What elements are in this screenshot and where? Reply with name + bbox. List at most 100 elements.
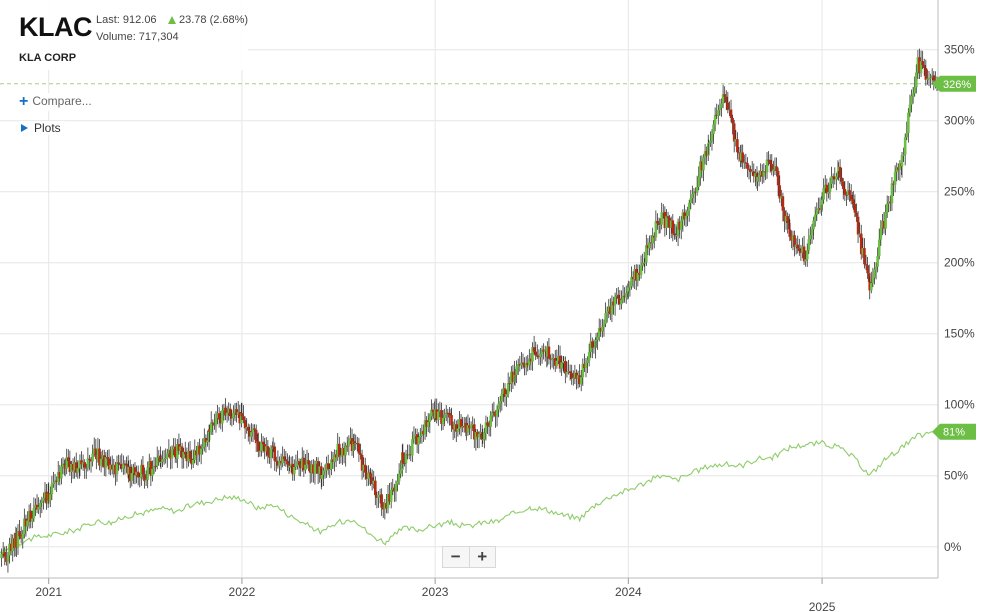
candle xyxy=(448,406,451,426)
candle-body xyxy=(296,461,299,466)
candle xyxy=(759,163,762,182)
candle xyxy=(681,209,685,232)
candle xyxy=(133,462,137,485)
candle xyxy=(840,167,843,187)
candle xyxy=(804,250,807,267)
candle-body xyxy=(616,294,620,299)
candle xyxy=(516,358,520,376)
candle-body xyxy=(654,221,658,238)
plots-toggle[interactable]: Plots xyxy=(21,121,65,135)
candle xyxy=(513,368,517,386)
candle xyxy=(291,456,295,481)
candle-body xyxy=(815,210,819,215)
candle xyxy=(454,420,458,443)
candle-body xyxy=(99,458,103,466)
candle xyxy=(53,473,57,491)
candle xyxy=(185,447,189,469)
candle xyxy=(71,458,75,479)
candle-body xyxy=(776,170,780,186)
candle-body xyxy=(412,436,416,440)
candle xyxy=(161,450,164,468)
zoom-out-button[interactable]: − xyxy=(450,547,461,566)
candle xyxy=(734,129,738,147)
candle xyxy=(684,209,688,227)
candle-body xyxy=(95,454,98,460)
candle-body xyxy=(481,439,485,441)
candle-body xyxy=(323,470,327,472)
candle-body xyxy=(718,107,722,111)
compare-button[interactable]: + Compare... xyxy=(19,93,96,111)
candle xyxy=(498,396,502,413)
candle-body xyxy=(679,220,683,230)
candle xyxy=(397,463,401,485)
candle xyxy=(841,177,845,200)
candle-body xyxy=(675,235,678,237)
candle-body xyxy=(775,166,778,171)
candle xyxy=(132,463,135,484)
candle-body xyxy=(827,191,830,194)
candle-body xyxy=(165,453,169,459)
candle xyxy=(320,468,324,487)
candle xyxy=(381,501,385,518)
candle-body xyxy=(697,177,701,187)
candle xyxy=(155,446,159,470)
candle-body xyxy=(867,273,871,282)
candle-body xyxy=(790,236,793,241)
candle xyxy=(624,285,628,304)
candle-body xyxy=(825,184,829,194)
candle-body xyxy=(374,480,377,496)
candle-body xyxy=(403,463,406,465)
candle xyxy=(199,444,203,465)
candle xyxy=(48,486,52,508)
candle-body xyxy=(279,460,283,464)
candle-body xyxy=(621,295,625,300)
candle-body xyxy=(492,411,496,414)
candle xyxy=(724,90,728,111)
candle-body xyxy=(34,504,37,509)
candle-body xyxy=(783,210,786,222)
candle xyxy=(490,403,494,422)
candle xyxy=(531,342,534,371)
candle xyxy=(344,442,347,467)
candle-body xyxy=(746,163,749,169)
candle-body xyxy=(203,437,206,447)
candle-body xyxy=(370,477,374,485)
candle xyxy=(96,437,100,463)
candle-body xyxy=(534,351,537,356)
zoom-in-button[interactable]: + xyxy=(468,547,496,567)
candle xyxy=(837,162,840,181)
candle-body xyxy=(88,458,91,460)
candle xyxy=(157,449,161,466)
candle-body xyxy=(805,250,809,260)
candle-body xyxy=(154,465,157,467)
candle xyxy=(845,191,848,206)
candle xyxy=(876,247,879,273)
candle-body xyxy=(89,459,93,462)
last-price: Last: 912.06 xyxy=(96,14,157,26)
candle xyxy=(286,453,289,471)
candle-body xyxy=(822,188,825,200)
candle-body xyxy=(495,409,499,417)
candle-body xyxy=(407,454,411,456)
candle xyxy=(248,424,252,445)
volume: Volume: 717,304 xyxy=(96,31,179,43)
candle-body xyxy=(438,410,442,412)
candle-body xyxy=(243,420,247,429)
candle xyxy=(76,460,80,479)
candle-body xyxy=(276,461,280,466)
candle xyxy=(641,253,644,271)
candle xyxy=(302,450,306,477)
candle xyxy=(838,159,842,185)
candle-body xyxy=(328,468,332,470)
candle-body xyxy=(526,362,530,366)
candle xyxy=(601,318,604,338)
candle xyxy=(914,64,918,94)
candle-body xyxy=(502,388,505,394)
candle-body xyxy=(788,229,792,237)
candle-body xyxy=(120,464,124,469)
candle-body xyxy=(767,159,770,161)
candle-body xyxy=(661,211,665,213)
candle-body xyxy=(291,463,295,475)
candle-body xyxy=(269,448,273,458)
